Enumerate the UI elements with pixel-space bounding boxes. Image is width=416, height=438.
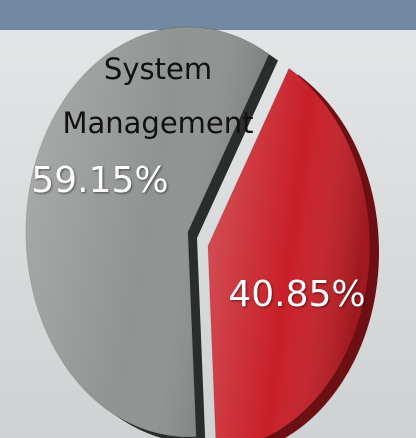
top-band (0, 0, 416, 30)
slice-value-label: 40.85% (228, 274, 365, 315)
slice-category-label: System Management (62, 52, 254, 140)
slice-sheen (25, 27, 269, 437)
pie: 59.15% 40.85% (25, 26, 379, 438)
slice-sheen (208, 68, 370, 438)
slice-value-label: 59.15% (31, 160, 168, 201)
